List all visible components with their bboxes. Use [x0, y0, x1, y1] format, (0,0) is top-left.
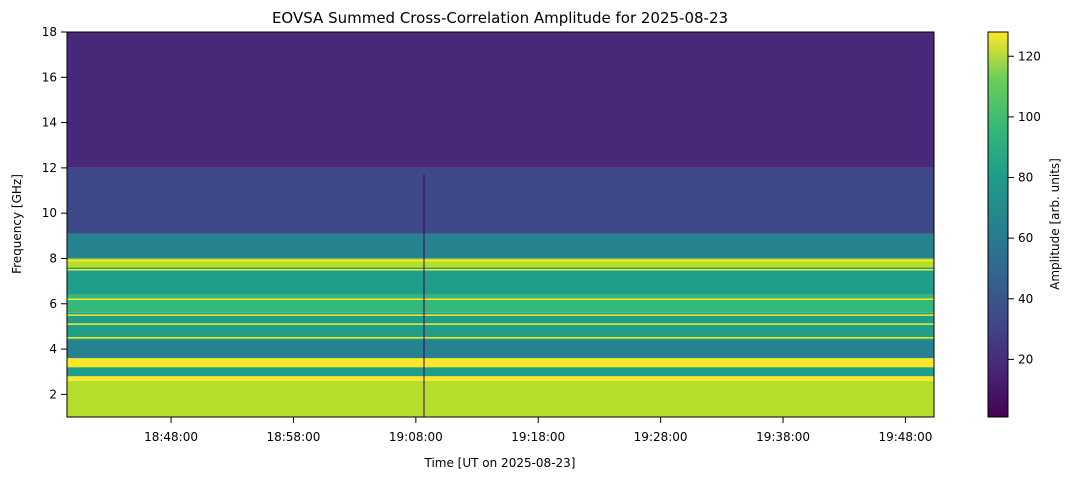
- x-tick-label: 19:08:00: [389, 430, 443, 444]
- heatmap-band: [67, 312, 934, 340]
- heatmap-band: [67, 358, 934, 368]
- colorbar-tick-label: 20: [1018, 352, 1033, 366]
- colorbar-tick-label: 40: [1018, 292, 1033, 306]
- spectrogram-plot: [66, 31, 935, 418]
- y-axis: 2 4 6 8 10 12 14 16 18: [42, 25, 67, 401]
- heatmap-band: [67, 380, 934, 417]
- colorbar-tick-label: 80: [1018, 171, 1033, 185]
- x-axis: 18:48:00 18:58:00 19:08:00 19:18:00 19:28:00…: [144, 417, 932, 444]
- heatmap-band: [67, 267, 934, 295]
- y-axis-label: Frequency [GHz]: [10, 174, 24, 274]
- heatmap-band: [67, 294, 934, 313]
- plot-frame: [66, 31, 935, 418]
- y-tick-label: 8: [49, 251, 57, 265]
- heatmap-band: [67, 233, 934, 259]
- x-tick-label: 19:38:00: [756, 430, 810, 444]
- heatmap-band: [67, 258, 934, 268]
- colorbar-gradient: [987, 31, 1009, 418]
- heatmap-band: [67, 167, 934, 234]
- colorbar-label: Amplitude [arb. units]: [1048, 158, 1062, 290]
- y-tick-label: 14: [42, 116, 57, 130]
- colorbar-tick-label: 100: [1018, 110, 1041, 124]
- chart-title: EOVSA Summed Cross-Correlation Amplitude…: [272, 9, 728, 27]
- y-tick-label: 2: [49, 387, 57, 401]
- colorbar-tick-label: 60: [1018, 231, 1033, 245]
- colorbar: 20 40 60 80 100 120 Amplitude [arb. units]: [987, 31, 1062, 418]
- spectrogram-features: [67, 174, 934, 417]
- y-tick-label: 18: [42, 25, 57, 39]
- x-axis-label: Time [UT on 2025-08-23]: [424, 456, 576, 470]
- y-tick-label: 12: [42, 161, 57, 175]
- colorbar-ticks: 20 40 60 80 100 120: [1008, 49, 1041, 366]
- x-tick-label: 19:48:00: [878, 430, 932, 444]
- colorbar-tick-label: 120: [1018, 49, 1041, 63]
- y-tick-label: 16: [42, 70, 57, 84]
- y-tick-label: 4: [49, 342, 57, 356]
- x-tick-label: 18:48:00: [144, 430, 198, 444]
- heatmap-band: [67, 340, 934, 359]
- y-tick-label: 10: [42, 206, 57, 220]
- x-tick-label: 19:18:00: [511, 430, 565, 444]
- x-tick-label: 18:58:00: [266, 430, 320, 444]
- x-tick-label: 19:28:00: [634, 430, 688, 444]
- heatmap-band: [67, 367, 934, 377]
- y-tick-label: 6: [49, 297, 57, 311]
- heatmap-band: [67, 32, 934, 168]
- spectrogram-heatmap: [67, 32, 934, 417]
